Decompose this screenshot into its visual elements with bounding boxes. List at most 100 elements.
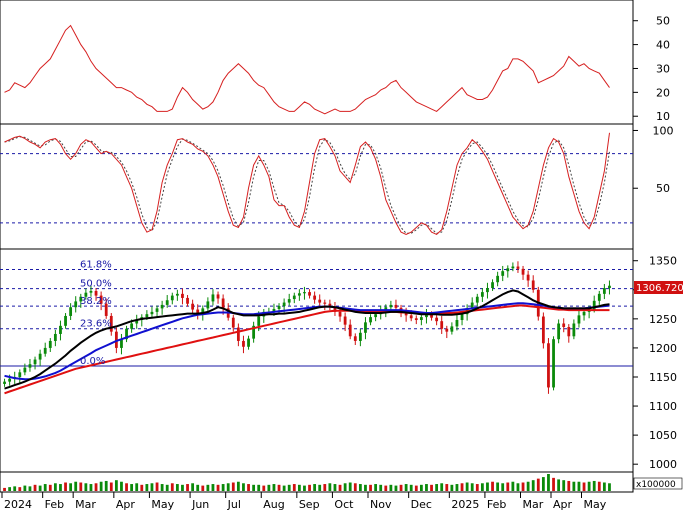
volume-bar xyxy=(120,481,123,491)
candle-body xyxy=(216,294,220,299)
candle-body xyxy=(257,316,261,326)
volume-bar xyxy=(536,478,540,491)
volume-bar xyxy=(236,481,240,491)
candle-body xyxy=(69,307,73,316)
volume-bar xyxy=(13,486,17,491)
candle-body xyxy=(186,297,189,304)
volume-bar xyxy=(94,483,98,491)
adx-axis-tick-label: 10 xyxy=(656,110,670,123)
candle-body xyxy=(597,293,601,301)
candle-body xyxy=(74,301,78,308)
volume-bar xyxy=(602,482,606,491)
fib-label: 23.6% xyxy=(80,319,112,330)
candle-body xyxy=(557,323,561,340)
volume-bar xyxy=(53,483,57,491)
x-axis-label: Feb xyxy=(45,498,64,511)
volume-bar xyxy=(186,484,189,491)
volume-bar xyxy=(33,484,37,491)
candle-body xyxy=(28,364,32,368)
volume-bar xyxy=(364,484,367,491)
volume-bar xyxy=(150,483,154,491)
price-axis-tick-label: 1050 xyxy=(649,429,677,442)
x-axis-label: May xyxy=(151,498,174,511)
volume-bar xyxy=(455,484,459,491)
candle-body xyxy=(404,311,408,316)
volume-bar xyxy=(297,484,301,491)
volume-bar xyxy=(170,483,174,491)
adx-axis-tick-label: 30 xyxy=(656,62,670,75)
candle-body xyxy=(389,304,393,308)
volume-bar xyxy=(552,477,555,491)
volume-bar xyxy=(3,487,6,491)
price-axis-tick-label: 1350 xyxy=(649,255,677,268)
volume-bar xyxy=(430,484,433,491)
candle-body xyxy=(440,321,444,329)
candle-body xyxy=(38,353,42,360)
candle-body xyxy=(99,295,103,304)
volume-bar xyxy=(414,485,418,491)
volume-bar xyxy=(79,482,83,491)
candle-body xyxy=(511,266,515,269)
volume-bar xyxy=(526,481,530,491)
candle-body xyxy=(328,303,332,308)
volume-bar xyxy=(211,484,215,491)
volume-unit-box xyxy=(633,477,683,490)
x-axis-label: Mar xyxy=(75,498,96,511)
candle-body xyxy=(414,318,418,321)
volume-bar xyxy=(69,483,73,491)
candle-body xyxy=(114,331,118,348)
volume-bar xyxy=(577,481,581,491)
volume-bar xyxy=(89,484,93,491)
candle-body xyxy=(501,271,505,276)
volume-bar xyxy=(308,484,311,491)
volume-bar xyxy=(135,483,139,491)
volume-bar xyxy=(252,484,256,491)
x-axis-label: Dec xyxy=(411,498,432,511)
candle-body xyxy=(430,314,433,318)
volume-bar xyxy=(59,484,62,491)
candle-body xyxy=(221,298,225,309)
volume-bar xyxy=(592,480,596,491)
candle-body xyxy=(201,308,205,315)
candle-body xyxy=(318,299,322,303)
volume-bar xyxy=(445,484,449,491)
candle-body xyxy=(491,282,494,289)
volume-bar xyxy=(516,483,520,491)
volume-bar xyxy=(369,484,372,491)
volume-bar xyxy=(38,485,42,491)
ma-black-line xyxy=(4,289,610,390)
candle-body xyxy=(79,296,83,302)
price-axis-tick-label: 1200 xyxy=(649,342,677,355)
volume-bar xyxy=(440,483,444,491)
candle-body xyxy=(348,324,352,337)
volume-bar xyxy=(303,485,306,491)
candle-body xyxy=(531,280,535,290)
volume-bar xyxy=(175,484,179,491)
volume-bar xyxy=(140,484,144,491)
volume-bar xyxy=(501,483,505,491)
candle-body xyxy=(343,316,347,325)
candle-body xyxy=(338,311,342,317)
candle-body xyxy=(470,302,474,309)
x-axis-label: Sep xyxy=(299,498,320,511)
stoch-axis-tick-label: 100 xyxy=(653,124,674,137)
volume-bar xyxy=(125,483,128,491)
fib-label: 50.0% xyxy=(80,279,112,290)
volume-bar xyxy=(486,482,489,491)
volume-bar xyxy=(450,484,454,491)
volume-bar xyxy=(389,484,393,491)
volume-bar xyxy=(567,480,571,491)
volume-bar xyxy=(506,482,510,491)
x-axis-label: Jun xyxy=(191,498,209,511)
candle-body xyxy=(435,317,439,322)
volume-bar xyxy=(160,484,164,491)
candle-body xyxy=(231,317,235,328)
x-axis-label: Oct xyxy=(334,498,354,511)
x-axis-label: Jul xyxy=(227,498,241,511)
candle-body xyxy=(460,314,464,321)
candle-body xyxy=(496,275,500,283)
volume-bar xyxy=(608,483,611,491)
candle-body xyxy=(419,317,423,321)
candle-body xyxy=(333,307,337,312)
candle-body xyxy=(272,308,276,312)
